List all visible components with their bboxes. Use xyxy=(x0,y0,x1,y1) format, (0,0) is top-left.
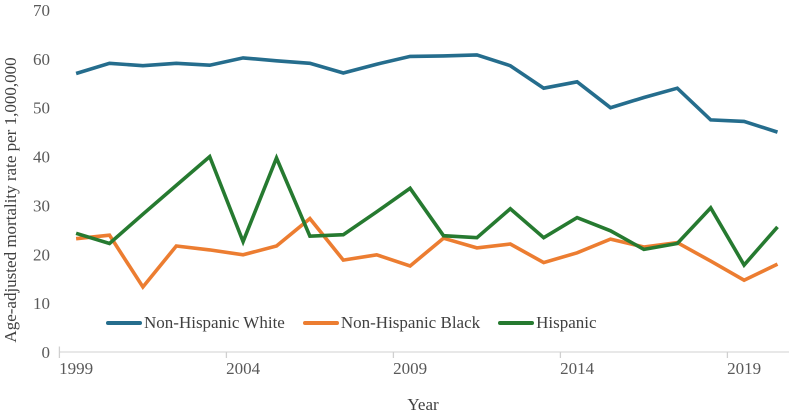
x-axis-title: Year xyxy=(407,395,439,414)
legend-item-hispanic: Hispanic xyxy=(498,313,597,333)
series-line-non-hispanic-white xyxy=(75,53,779,134)
series-line-hispanic xyxy=(75,153,779,269)
legend-line-swatch-icon xyxy=(498,321,535,325)
x-tick-label: 2004 xyxy=(226,359,261,378)
x-tick-label: 1999 xyxy=(59,359,93,378)
y-tick-label: 70 xyxy=(33,1,50,20)
legend-item-non-hispanic-black: Non-Hispanic Black xyxy=(302,313,481,333)
y-tick-label: 50 xyxy=(33,99,50,118)
y-tick-label: 0 xyxy=(42,343,51,362)
legend-label: Non-Hispanic White xyxy=(144,313,285,332)
y-tick-label: 20 xyxy=(33,245,50,264)
x-tick-label: 2019 xyxy=(727,359,761,378)
y-tick-label: 60 xyxy=(33,50,50,69)
series-line-non-hispanic-black xyxy=(75,216,779,291)
x-tick-label: 2014 xyxy=(560,359,595,378)
y-tick-label: 10 xyxy=(33,294,50,313)
y-tick-label: 30 xyxy=(33,196,50,215)
legend-label: Non-Hispanic Black xyxy=(340,313,481,332)
legend-item-non-hispanic-white: Non-Hispanic White xyxy=(106,313,285,333)
legend-line-swatch-icon xyxy=(302,321,339,325)
x-tick-label: 2009 xyxy=(393,359,427,378)
y-axis-title: Age-adjusted mortality rate per 1,000,00… xyxy=(1,57,20,343)
legend-label: Hispanic xyxy=(536,313,597,332)
chart-legend: Non-Hispanic White Non-Hispanic Black Hi… xyxy=(106,313,597,333)
y-tick-label: 40 xyxy=(33,148,50,167)
legend-line-swatch-icon xyxy=(106,321,142,325)
